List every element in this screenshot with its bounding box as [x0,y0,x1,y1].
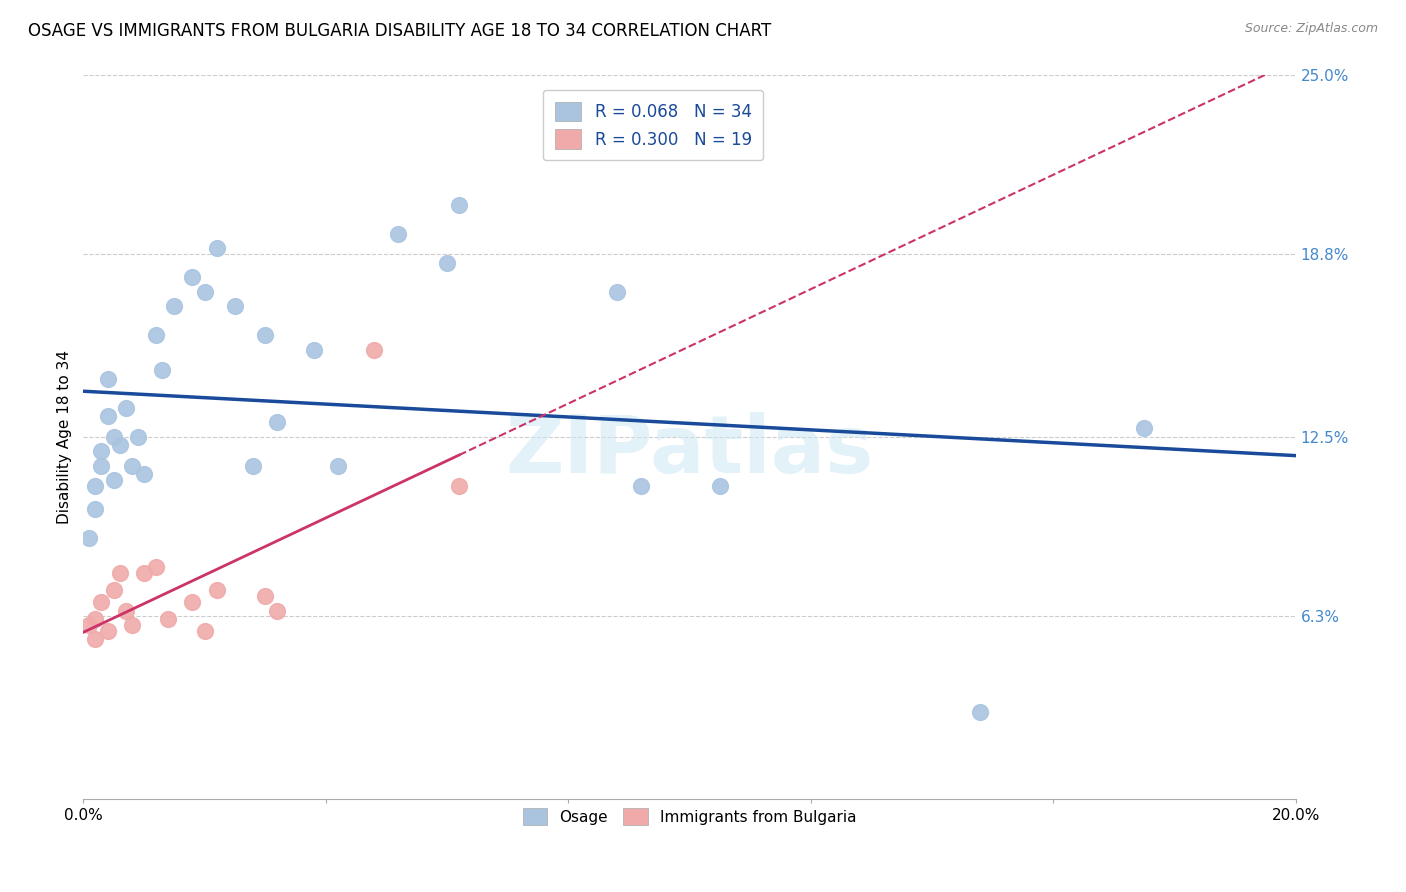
Point [132,467,155,482]
Point [363,343,385,357]
Point [1133,421,1156,435]
Point [121,618,143,632]
Point [96,372,118,386]
Point [145,328,167,343]
Point [103,473,125,487]
Point [114,603,136,617]
Point [606,285,628,299]
Point [103,583,125,598]
Point [387,227,409,241]
Point [449,479,471,493]
Point [103,430,125,444]
Point [96,624,118,638]
Point [108,566,131,580]
Point [79,618,101,632]
Point [266,603,288,617]
Point [224,299,246,313]
Point [302,343,325,357]
Point [84,479,107,493]
Point [326,458,349,473]
Point [108,438,131,452]
Point [181,270,204,285]
Point [205,241,228,255]
Point [193,285,215,299]
Point [121,458,143,473]
Point [132,566,155,580]
Point [157,612,180,626]
Point [84,502,107,516]
Point [709,479,731,493]
Point [79,531,101,545]
Point [127,430,149,444]
Point [150,363,173,377]
Point [145,560,167,574]
Point [90,444,112,458]
Point [84,612,107,626]
Point [114,401,136,415]
Point [90,458,112,473]
Point [436,256,458,270]
Point [242,458,264,473]
Point [205,583,228,598]
Point [630,479,652,493]
Point [254,328,277,343]
Point [254,589,277,603]
Legend: Osage, Immigrants from Bulgaria: Osage, Immigrants from Bulgaria [513,798,866,835]
Point [163,299,186,313]
Point [181,595,204,609]
Point [969,705,991,719]
Text: OSAGE VS IMMIGRANTS FROM BULGARIA DISABILITY AGE 18 TO 34 CORRELATION CHART: OSAGE VS IMMIGRANTS FROM BULGARIA DISABI… [28,22,772,40]
Point [90,595,112,609]
Point [193,624,215,638]
Point [266,415,288,429]
Point [84,632,107,647]
Point [96,409,118,424]
Text: Source: ZipAtlas.com: Source: ZipAtlas.com [1244,22,1378,36]
Y-axis label: Disability Age 18 to 34: Disability Age 18 to 34 [58,350,72,524]
Text: ZIPatlas: ZIPatlas [505,412,873,491]
Point [449,198,471,212]
